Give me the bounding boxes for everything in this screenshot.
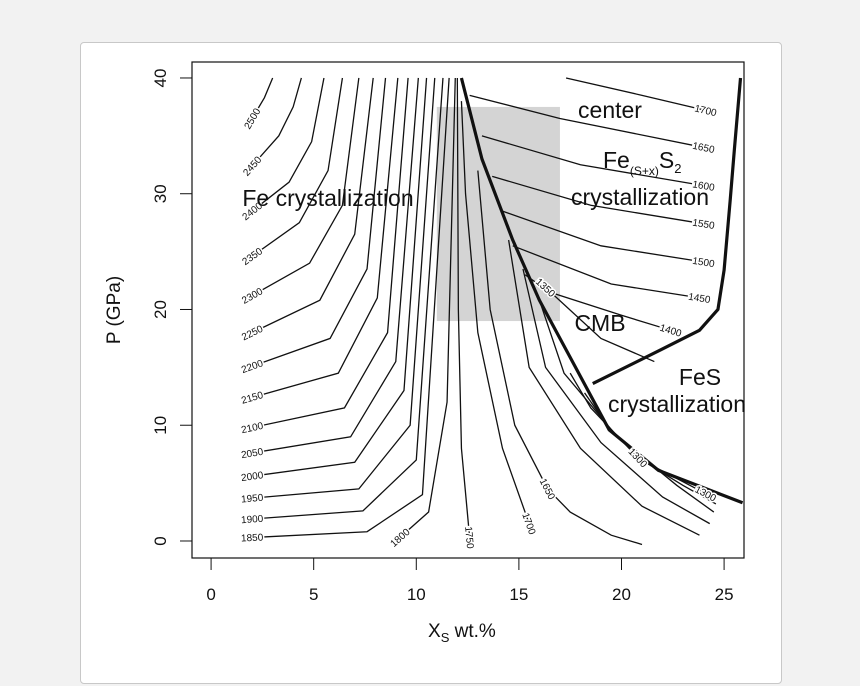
- x-label-rest: wt.%: [449, 621, 496, 642]
- annotation: FeS: [679, 364, 721, 390]
- x-tick-label: 5: [309, 585, 318, 604]
- fes2-part: (S+x): [630, 164, 659, 178]
- contour-line: [251, 77, 302, 167]
- contour-line: [524, 274, 671, 331]
- contour-label: 2150: [240, 390, 265, 407]
- contour-line: [251, 77, 409, 429]
- y-tick-label: 0: [151, 536, 170, 545]
- contour-line: [492, 175, 704, 225]
- contour-line: [469, 94, 704, 149]
- contour-label: 1650: [537, 477, 557, 502]
- y-tick-label: 20: [151, 300, 170, 319]
- contour-label: 2050: [240, 447, 264, 462]
- contour-label: 1650: [691, 141, 715, 156]
- contour-line: [460, 101, 530, 524]
- contour-label: 1450: [687, 292, 711, 306]
- y-tick-label: 40: [151, 69, 170, 88]
- contour-label: 1900: [241, 514, 264, 527]
- contour-line: [399, 77, 456, 538]
- contour-line: [565, 77, 706, 112]
- contour-line: [477, 170, 549, 490]
- contour-label: 1700: [693, 103, 718, 119]
- x-tick-label: 25: [715, 585, 734, 604]
- contour-line: [512, 245, 700, 299]
- contour-label: 1850: [241, 532, 264, 544]
- contour-line: [251, 77, 387, 367]
- contour-line: [545, 287, 655, 363]
- y-tick-label: 10: [151, 416, 170, 435]
- annotation: center: [578, 97, 642, 123]
- contour-label: 2450: [241, 154, 264, 178]
- x-tick-label: 20: [612, 585, 631, 604]
- contour-label: 1550: [692, 218, 716, 233]
- contour-line: [252, 77, 436, 499]
- contour-line: [522, 268, 711, 525]
- contour-label: 2000: [240, 470, 264, 484]
- contour-label: 1500: [692, 256, 716, 270]
- contour-label: 1950: [241, 493, 265, 506]
- contour-line: [252, 77, 450, 539]
- y-tick-label: 30: [151, 184, 170, 203]
- contour-label: 1750: [462, 526, 475, 550]
- x-label-sub: S: [441, 630, 450, 645]
- contour-line: [456, 77, 471, 538]
- contour-label: 1700: [519, 512, 537, 537]
- annotation: CMB: [574, 310, 625, 336]
- contour-line: [251, 77, 399, 399]
- annotation: Fe(S+x)S2: [603, 147, 681, 178]
- contour-line: [251, 77, 344, 257]
- x-tick-label: 15: [509, 585, 528, 604]
- annotation: Fe crystallization: [242, 185, 413, 211]
- contour-label: 2100: [240, 421, 264, 436]
- contour-label: 1600: [692, 179, 716, 194]
- contour-line: [251, 77, 274, 119]
- contour-line: [251, 77, 360, 297]
- contour-line: [252, 77, 428, 477]
- plot-frame: [191, 61, 745, 559]
- annotation: crystallization: [608, 391, 746, 417]
- fes2-part: S: [659, 147, 674, 173]
- contour-line: [251, 77, 325, 212]
- x-axis-label: XS wt.%: [428, 621, 496, 645]
- x-tick-label: 0: [206, 585, 215, 604]
- fes2-part: Fe: [603, 147, 630, 173]
- contour-label: 2250: [240, 324, 265, 344]
- phase-boundary: [592, 77, 743, 385]
- contour-line: [251, 77, 374, 334]
- contour-line: [252, 77, 419, 454]
- annotation: crystallization: [571, 184, 709, 210]
- contour-line: [502, 210, 704, 263]
- x-label-main: X: [428, 621, 441, 642]
- contour-label: 1300: [693, 484, 718, 504]
- contour-line: [547, 488, 643, 546]
- contour-line: [252, 77, 444, 520]
- contour-label: 2200: [240, 358, 265, 376]
- contour-label: 2300: [240, 286, 265, 307]
- contour-line: [481, 135, 704, 187]
- contour-label: 1400: [658, 323, 683, 340]
- contour-line: [507, 239, 700, 536]
- contour-label: 2500: [243, 106, 264, 131]
- y-axis-label: P (GPa): [104, 276, 125, 344]
- phase-boundary: [459, 77, 744, 505]
- fes2-part: 2: [674, 161, 681, 176]
- x-tick-label: 10: [407, 585, 426, 604]
